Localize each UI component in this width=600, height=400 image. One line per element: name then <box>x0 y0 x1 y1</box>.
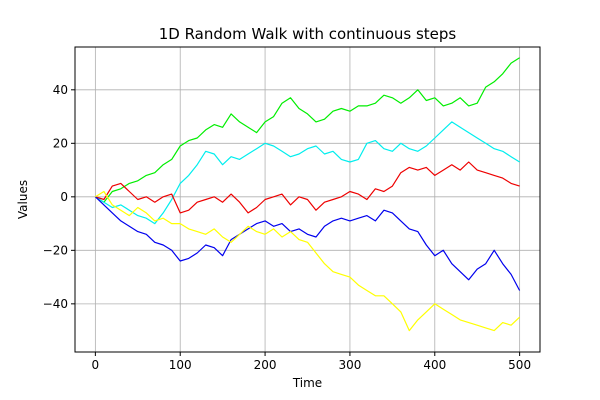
y-tick-label: −40 <box>43 297 68 311</box>
x-tick-label: 500 <box>508 358 531 372</box>
x-tick-label: 100 <box>169 358 192 372</box>
series-line-5 <box>95 190 521 332</box>
y-tick-label: 0 <box>60 190 68 204</box>
series-line-4 <box>94 196 521 291</box>
series-lines <box>94 57 521 332</box>
y-tick-label: 40 <box>53 83 68 97</box>
plot-frame <box>74 46 541 353</box>
series-line-3 <box>95 161 520 214</box>
x-tick-label: 0 <box>92 358 100 372</box>
grid <box>75 47 540 352</box>
y-tick-label: −20 <box>43 243 68 257</box>
chart-title: 1D Random Walk with continuous steps <box>159 25 457 43</box>
x-tick-label: 300 <box>338 358 361 372</box>
y-tick-label: 20 <box>53 136 68 150</box>
series-line-1 <box>95 57 520 203</box>
x-tick-label: 400 <box>423 358 446 372</box>
x-axis-label: Time <box>292 376 322 390</box>
x-tick-label: 200 <box>254 358 277 372</box>
y-axis-label: Values <box>16 180 30 219</box>
ticks: 0 100 200 300 400 500 −40 −20 0 20 40 <box>43 83 531 372</box>
series-line-2 <box>95 121 520 225</box>
